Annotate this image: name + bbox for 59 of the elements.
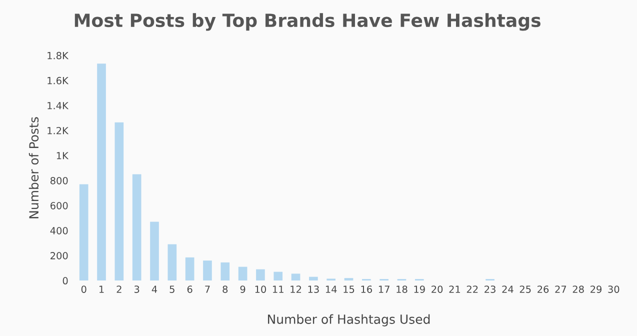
- x-tick-label: 17: [378, 286, 390, 293]
- x-tick-label: 6: [187, 286, 192, 293]
- y-tick-label: 400: [50, 227, 68, 234]
- bar: [150, 222, 159, 281]
- x-tick-label: 7: [205, 286, 210, 293]
- x-tick-label: 20: [432, 286, 443, 293]
- x-tick-label: 12: [290, 286, 301, 293]
- y-tick-label: 800: [50, 176, 68, 184]
- x-axis-title: Number of Hashtags Used: [268, 314, 430, 326]
- bar: [168, 244, 177, 281]
- x-tick-label: 18: [396, 286, 408, 293]
- x-tick-label: 8: [222, 286, 228, 293]
- bar: [291, 274, 300, 281]
- x-tick-label: 9: [240, 286, 246, 293]
- y-tick-label: 1.8K: [48, 52, 69, 60]
- x-tick-label: 5: [170, 286, 174, 293]
- x-tick-label: 30: [608, 286, 620, 293]
- bar: [309, 276, 318, 281]
- bar: [220, 262, 230, 281]
- x-tick-label: 29: [590, 286, 602, 293]
- bar: [203, 260, 212, 281]
- x-tick-label: 22: [466, 286, 478, 293]
- x-tick-label: 3: [134, 286, 140, 293]
- x-tick-label: 25: [520, 286, 531, 293]
- y-tick-label: 1.6K: [48, 76, 69, 84]
- bar: [274, 272, 283, 281]
- bar: [132, 174, 142, 281]
- x-tick-label: 1: [99, 286, 104, 293]
- x-tick-label: 21: [449, 286, 460, 293]
- x-tick-label: 0: [81, 286, 86, 293]
- bar: [344, 278, 354, 281]
- x-tick-label: 11: [273, 286, 284, 293]
- bar: [185, 257, 194, 281]
- x-tick-label: 24: [502, 286, 514, 293]
- x-tick-label: 4: [152, 286, 158, 293]
- y-tick-label: 0: [62, 277, 68, 284]
- x-tick-label: 28: [572, 286, 584, 293]
- bar: [79, 184, 88, 281]
- x-tick-label: 27: [555, 286, 566, 293]
- x-tick-label: 26: [538, 286, 549, 293]
- x-tick-label: 19: [414, 286, 425, 293]
- y-tick-label: 1.4K: [48, 102, 69, 110]
- bar: [114, 122, 124, 281]
- y-tick-label: 200: [50, 252, 68, 260]
- bar: [238, 266, 248, 281]
- y-axis-title: Number of Posts: [28, 117, 39, 218]
- bar: [256, 269, 265, 281]
- y-tick-label: 1.2K: [48, 126, 69, 134]
- x-tick-label: 23: [484, 286, 496, 293]
- y-tick-label: 1K: [56, 152, 69, 160]
- x-tick-label: 16: [361, 286, 372, 293]
- y-tick-label: 600: [50, 202, 68, 210]
- x-tick-label: 13: [308, 286, 319, 293]
- x-tick-label: 15: [344, 286, 354, 293]
- x-tick-label: 10: [255, 286, 266, 293]
- chart-title: Most Posts by Top Brands Have Few Hashtags: [74, 13, 540, 31]
- bar: [97, 64, 106, 281]
- x-tick-label: 2: [116, 286, 122, 293]
- x-tick-label: 14: [326, 286, 337, 293]
